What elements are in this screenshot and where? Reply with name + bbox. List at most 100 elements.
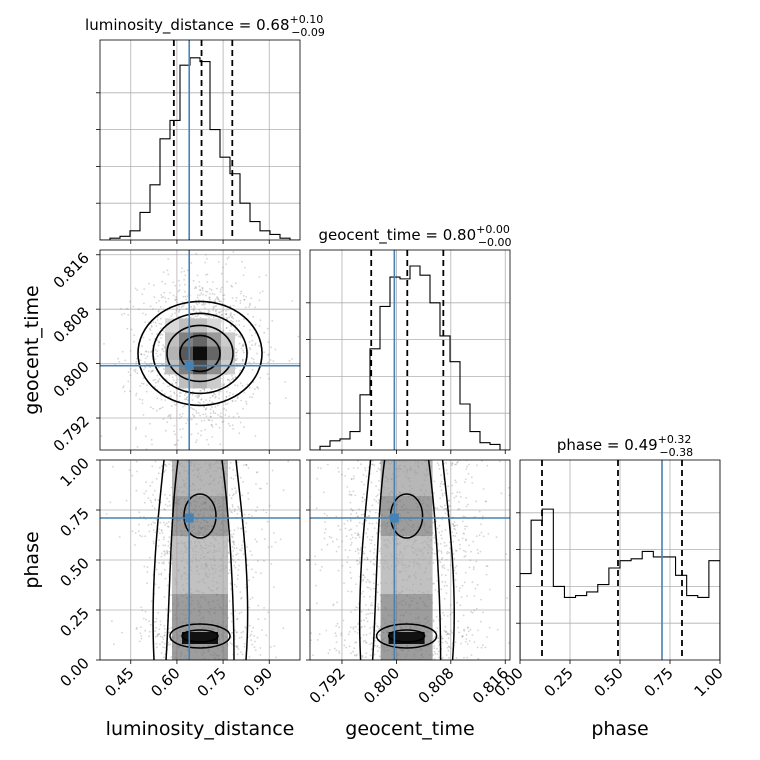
sample-point <box>152 369 154 372</box>
sample-point <box>222 420 225 423</box>
sample-point <box>373 498 376 501</box>
sample-point <box>287 460 290 463</box>
sample-point <box>161 532 164 534</box>
sample-point <box>361 497 364 499</box>
sample-point <box>373 548 376 551</box>
sample-point <box>211 395 214 397</box>
sample-point <box>355 654 357 657</box>
sample-point <box>257 618 260 621</box>
sample-point <box>231 558 234 560</box>
sample-point <box>200 420 203 422</box>
sample-point <box>193 305 195 307</box>
sample-point <box>173 391 176 394</box>
sample-point <box>360 480 363 483</box>
sample-point <box>152 379 155 382</box>
sample-point <box>343 582 345 584</box>
sample-point <box>154 636 157 638</box>
sample-point <box>462 614 465 617</box>
sample-point <box>264 598 266 600</box>
sample-point <box>240 596 243 599</box>
sample-point <box>235 351 238 354</box>
sample-point <box>251 334 253 337</box>
sample-point <box>164 296 167 299</box>
sample-point <box>140 637 143 640</box>
sample-point <box>256 352 258 355</box>
sample-point <box>183 303 186 306</box>
sample-point <box>377 609 380 611</box>
sample-point <box>148 620 150 623</box>
sample-point <box>230 319 232 322</box>
sample-point <box>159 334 161 337</box>
x-tick-label-luminosity_distance: 0.45 <box>101 664 137 700</box>
sample-point <box>164 503 167 506</box>
sample-point <box>360 610 363 613</box>
sample-point <box>202 303 205 305</box>
sample-point <box>163 554 166 556</box>
sample-point <box>236 357 239 360</box>
sample-point <box>157 612 160 614</box>
sample-point <box>508 642 510 644</box>
sample-point <box>186 399 189 401</box>
sample-point <box>145 490 148 492</box>
sample-point <box>455 572 458 575</box>
sample-point <box>164 282 167 285</box>
x-tick-label-luminosity_distance: 0.75 <box>194 664 230 700</box>
sample-point <box>439 505 442 508</box>
sample-point <box>456 491 459 494</box>
sample-point <box>181 267 183 270</box>
sample-point <box>147 524 150 526</box>
sample-point <box>438 467 441 470</box>
sample-point <box>368 595 371 598</box>
sample-point <box>220 272 223 275</box>
sample-point <box>124 359 126 362</box>
sample-point <box>354 630 356 633</box>
sample-point <box>158 539 161 541</box>
sample-point <box>239 336 242 339</box>
sample-point <box>447 649 450 652</box>
sample-point <box>369 538 371 541</box>
sample-point <box>333 647 336 650</box>
sample-point <box>375 485 377 488</box>
sample-point <box>258 299 261 302</box>
sample-point <box>205 407 208 409</box>
sample-point <box>361 496 364 499</box>
x-axis-label-luminosity_distance: luminosity_distance <box>106 718 295 740</box>
sample-point <box>357 532 359 534</box>
sample-point <box>452 553 455 555</box>
sample-point <box>372 463 374 466</box>
sample-point <box>185 298 188 301</box>
sample-point <box>227 379 230 381</box>
sample-point <box>204 408 207 411</box>
sample-point <box>326 514 328 517</box>
sample-point <box>361 654 364 657</box>
sample-point <box>175 381 177 384</box>
sample-point <box>441 506 443 509</box>
sample-point <box>231 505 234 508</box>
sample-point <box>227 422 230 425</box>
sample-point <box>320 467 322 470</box>
sample-point <box>197 299 200 301</box>
sample-point <box>146 384 148 387</box>
sample-point <box>455 463 458 466</box>
sample-point <box>432 562 435 564</box>
sample-point <box>479 620 482 623</box>
sample-point <box>173 424 176 427</box>
sample-point <box>211 425 214 428</box>
sample-point <box>463 581 466 584</box>
sample-point <box>121 350 124 353</box>
sample-point <box>164 300 167 303</box>
sample-point <box>225 313 228 316</box>
sample-point <box>175 296 178 298</box>
sample-point <box>204 428 206 431</box>
sample-point <box>154 522 156 524</box>
sample-point <box>213 300 216 303</box>
sample-point <box>454 549 457 552</box>
sample-point <box>226 318 229 320</box>
sample-point <box>340 634 343 637</box>
sample-point <box>361 625 363 628</box>
panel-2d-geocent_time-phase <box>264 459 510 661</box>
sample-point <box>353 475 355 478</box>
sample-point <box>441 518 444 521</box>
sample-point <box>362 574 365 577</box>
sample-point <box>125 308 128 310</box>
